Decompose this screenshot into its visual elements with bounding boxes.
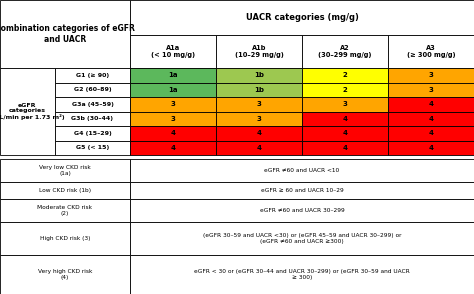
Bar <box>130 0 474 35</box>
Bar <box>216 97 302 111</box>
Bar <box>130 83 216 97</box>
Text: 2: 2 <box>343 87 347 93</box>
Bar <box>216 83 302 97</box>
Bar <box>388 97 474 111</box>
Bar <box>216 126 302 141</box>
Text: G3b (30–44): G3b (30–44) <box>72 116 113 121</box>
Text: 4: 4 <box>171 145 175 151</box>
Bar <box>388 35 474 68</box>
Text: 1b: 1b <box>254 72 264 78</box>
Text: 2: 2 <box>343 72 347 78</box>
Text: G2 (60–89): G2 (60–89) <box>73 87 111 92</box>
Bar <box>302 35 388 68</box>
Bar <box>302 68 388 83</box>
Bar <box>130 199 474 222</box>
Text: 4: 4 <box>256 145 262 151</box>
Text: 3: 3 <box>256 116 262 122</box>
Bar <box>0 255 130 294</box>
Text: 4: 4 <box>343 130 347 136</box>
Text: 3: 3 <box>343 101 347 107</box>
Bar <box>388 126 474 141</box>
Bar <box>216 111 302 126</box>
Text: 3: 3 <box>428 87 433 93</box>
Bar <box>388 83 474 97</box>
Text: eGFR < 30 or (eGFR 30–44 and UACR 30–299) or (eGFR 30–59 and UACR
≥ 300): eGFR < 30 or (eGFR 30–44 and UACR 30–299… <box>194 269 410 280</box>
Bar <box>130 126 216 141</box>
Text: UACR categories (mg/g): UACR categories (mg/g) <box>246 13 358 22</box>
Text: 1a: 1a <box>168 87 178 93</box>
Bar <box>130 68 216 83</box>
Text: 1b: 1b <box>254 87 264 93</box>
Bar <box>130 97 216 111</box>
Bar <box>130 182 474 199</box>
Text: G1 (≥ 90): G1 (≥ 90) <box>76 73 109 78</box>
Text: 3: 3 <box>256 101 262 107</box>
Bar <box>0 68 55 155</box>
Bar <box>302 126 388 141</box>
Bar <box>0 182 130 199</box>
Text: A1b
(10–29 mg/g): A1b (10–29 mg/g) <box>235 45 283 58</box>
Bar <box>216 35 302 68</box>
Text: 4: 4 <box>343 145 347 151</box>
Text: Low CKD risk (1b): Low CKD risk (1b) <box>39 188 91 193</box>
Bar <box>55 126 130 141</box>
Bar <box>130 222 474 255</box>
Bar <box>55 141 130 155</box>
Bar <box>388 68 474 83</box>
Bar <box>55 68 130 83</box>
Text: Very high CKD risk
(4): Very high CKD risk (4) <box>38 269 92 280</box>
Text: Moderate CKD risk
(2): Moderate CKD risk (2) <box>37 205 92 216</box>
Text: eGFR
categories
(mL/min per 1.73 m²): eGFR categories (mL/min per 1.73 m²) <box>0 103 65 121</box>
Bar <box>130 255 474 294</box>
Text: (eGFR 30–59 and UACR <30) or (eGFR 45–59 and UACR 30–299) or
(eGFR ≠60 and UACR : (eGFR 30–59 and UACR <30) or (eGFR 45–59… <box>203 233 401 244</box>
Text: High CKD risk (3): High CKD risk (3) <box>40 236 90 241</box>
Text: G4 (15–29): G4 (15–29) <box>73 131 111 136</box>
Bar <box>216 141 302 155</box>
Text: 4: 4 <box>428 130 434 136</box>
Text: Very low CKD risk
(1a): Very low CKD risk (1a) <box>39 165 91 176</box>
Bar <box>130 35 216 68</box>
Text: 1a: 1a <box>168 72 178 78</box>
Bar <box>130 111 216 126</box>
Text: 3: 3 <box>428 72 433 78</box>
Text: G5 (< 15): G5 (< 15) <box>76 145 109 150</box>
Text: A3
(≥ 300 mg/g): A3 (≥ 300 mg/g) <box>407 45 456 58</box>
Bar <box>0 222 130 255</box>
Text: 4: 4 <box>428 101 434 107</box>
Bar <box>0 159 130 182</box>
Bar <box>55 111 130 126</box>
Text: 3: 3 <box>171 116 175 122</box>
Bar <box>388 111 474 126</box>
Text: Combination categories of eGFR
and UACR: Combination categories of eGFR and UACR <box>0 24 135 44</box>
Bar <box>216 68 302 83</box>
Bar <box>130 141 216 155</box>
Bar <box>0 199 130 222</box>
Bar <box>0 0 130 68</box>
Text: G3a (45–59): G3a (45–59) <box>72 102 113 107</box>
Bar <box>302 97 388 111</box>
Text: eGFR ≠60 and UACR <10: eGFR ≠60 and UACR <10 <box>264 168 340 173</box>
Bar <box>55 83 130 97</box>
Text: 4: 4 <box>343 116 347 122</box>
Bar <box>302 111 388 126</box>
Bar <box>302 83 388 97</box>
Text: 4: 4 <box>428 145 434 151</box>
Bar <box>388 141 474 155</box>
Text: eGFR ≠60 and UACR 30–299: eGFR ≠60 and UACR 30–299 <box>260 208 345 213</box>
Bar <box>55 97 130 111</box>
Text: 4: 4 <box>256 130 262 136</box>
Text: 4: 4 <box>428 116 434 122</box>
Text: A1a
(< 10 mg/g): A1a (< 10 mg/g) <box>151 45 195 58</box>
Text: 3: 3 <box>171 101 175 107</box>
Bar <box>130 159 474 182</box>
Text: 4: 4 <box>171 130 175 136</box>
Text: eGFR ≥ 60 and UACR 10–29: eGFR ≥ 60 and UACR 10–29 <box>261 188 343 193</box>
Bar <box>302 141 388 155</box>
Text: A2
(30–299 mg/g): A2 (30–299 mg/g) <box>318 45 372 58</box>
